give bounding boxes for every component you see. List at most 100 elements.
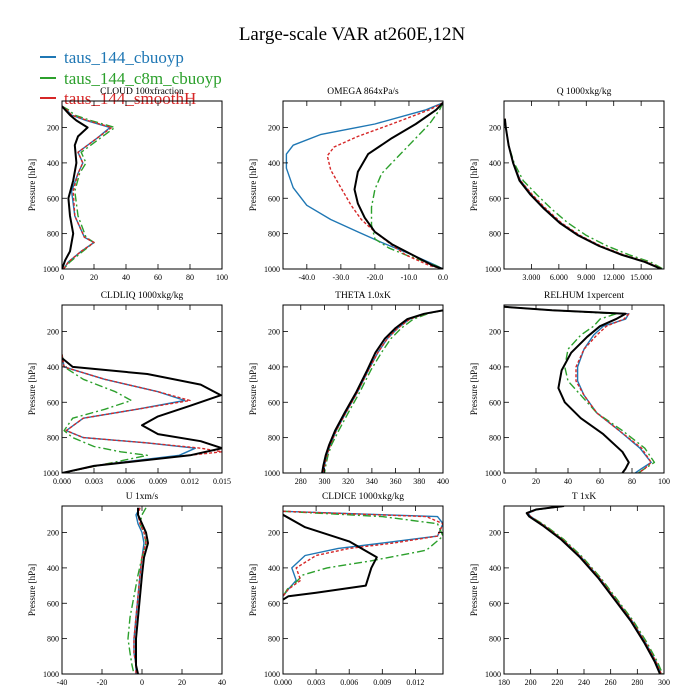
x-tick-label: -20 bbox=[97, 678, 108, 687]
y-tick-label: 600 bbox=[268, 398, 280, 407]
y-tick-label: 1000 bbox=[485, 469, 501, 478]
y-tick-label: 800 bbox=[47, 635, 59, 644]
y-tick-label: 800 bbox=[489, 230, 501, 239]
x-tick-label: 0.012 bbox=[181, 477, 199, 486]
y-axis-label: Pressure [hPa] bbox=[248, 564, 258, 616]
series-line-2 bbox=[62, 105, 116, 269]
y-tick-label: 400 bbox=[268, 159, 280, 168]
x-tick-label: 0.006 bbox=[340, 678, 358, 687]
panel-title: T 1xK bbox=[572, 492, 597, 502]
y-tick-label: 800 bbox=[268, 434, 280, 443]
panel-title: CLOUD 100xfraction bbox=[100, 86, 184, 97]
y-tick-label: 200 bbox=[489, 529, 501, 538]
x-tick-label: 80 bbox=[186, 273, 194, 282]
y-tick-label: 200 bbox=[268, 529, 280, 538]
series-line-2 bbox=[526, 506, 664, 674]
y-tick-label: 800 bbox=[268, 635, 280, 644]
x-tick-label: 340 bbox=[366, 477, 378, 486]
series-line-4 bbox=[504, 305, 630, 473]
y-tick-label: 400 bbox=[47, 363, 59, 372]
x-tick-label: 280 bbox=[295, 477, 307, 486]
x-tick-label: 0.003 bbox=[85, 477, 103, 486]
series-line-3 bbox=[326, 102, 443, 269]
panel-title: THETA 1.0xK bbox=[335, 291, 391, 301]
y-tick-label: 800 bbox=[47, 434, 59, 443]
x-tick-label: 0.003 bbox=[307, 678, 325, 687]
series-line-1 bbox=[504, 306, 652, 473]
panel-9: T 1xK 200 400 600 800 1000 Pressure [hPa] 180 20… bbox=[469, 492, 670, 687]
x-tick-label: 20 bbox=[90, 273, 98, 282]
x-tick-label: 0.009 bbox=[149, 477, 167, 486]
panel-title: CLDICE 1000xkg/kg bbox=[322, 492, 404, 502]
legend: taus_144_cbuoyp taus_144_c8m_cbuoyp taus… bbox=[40, 48, 222, 108]
x-tick-label: 240 bbox=[578, 678, 590, 687]
y-axis-label: Pressure [hPa] bbox=[248, 363, 258, 415]
series-line-2 bbox=[370, 102, 443, 269]
series-line-2 bbox=[62, 354, 149, 473]
series-line-4 bbox=[525, 506, 661, 674]
y-tick-label: 800 bbox=[47, 230, 59, 239]
panel-3: Q 1000xkg/kg 200 400 600 800 1000 Pressure [hP… bbox=[469, 87, 665, 282]
y-tick-label: 600 bbox=[489, 599, 501, 608]
x-tick-label: 100 bbox=[216, 273, 228, 282]
x-tick-label: 320 bbox=[342, 477, 354, 486]
series-line-1 bbox=[285, 102, 443, 269]
panel-grid: CLOUD 100xfraction 200 400 600 800 1000 Pressu… bbox=[27, 86, 670, 687]
y-tick-label: 400 bbox=[47, 564, 59, 573]
y-axis-label: Pressure [hPa] bbox=[248, 159, 258, 211]
x-tick-label: 0.000 bbox=[53, 477, 71, 486]
panel-6: RELHUM 1xpercent2004006008001000Pressure… bbox=[469, 291, 670, 486]
figure-title: Large-scale VAR at260E,12N bbox=[239, 24, 466, 45]
y-axis-label: Pressure [hPa] bbox=[469, 363, 479, 415]
x-tick-label: 380 bbox=[413, 477, 425, 486]
series-line-4 bbox=[353, 102, 443, 269]
y-tick-label: 1000 bbox=[485, 265, 501, 274]
x-tick-label: 9.000 bbox=[577, 273, 595, 282]
x-tick-label: -20.0 bbox=[367, 273, 384, 282]
series-line-2 bbox=[283, 510, 443, 597]
x-tick-label: 0.006 bbox=[117, 477, 135, 486]
plot-frame bbox=[503, 304, 665, 474]
panel-title: OMEGA 864xPa/s bbox=[327, 87, 399, 97]
plot-frame bbox=[282, 100, 444, 270]
y-tick-label: 600 bbox=[268, 599, 280, 608]
y-axis-label: Pressure [hPa] bbox=[27, 159, 37, 211]
y-tick-label: 1000 bbox=[264, 670, 280, 679]
x-tick-label: 12.000 bbox=[603, 273, 625, 282]
series-line-1 bbox=[283, 510, 443, 597]
y-tick-label: 1000 bbox=[43, 670, 59, 679]
y-tick-label: 800 bbox=[489, 434, 501, 443]
series-line-4 bbox=[135, 507, 149, 674]
panel-4: CLDLIQ 1000xkg/kg 200 400 600 800 1000 Pressur… bbox=[27, 291, 231, 486]
series-line-2 bbox=[504, 306, 656, 473]
plot-frame bbox=[61, 304, 223, 474]
y-tick-label: 200 bbox=[47, 124, 59, 133]
x-tick-label: 200 bbox=[525, 678, 537, 687]
series-line-3 bbox=[133, 507, 147, 674]
x-tick-label: 20 bbox=[178, 678, 186, 687]
x-tick-label: 400 bbox=[437, 477, 449, 486]
panel-title: Q 1000xkg/kg bbox=[557, 87, 612, 97]
panel-title: RELHUM 1xpercent bbox=[544, 291, 624, 301]
x-tick-label: 0.009 bbox=[373, 678, 391, 687]
panel-1: CLOUD 100xfraction2004006008001000Pressu… bbox=[27, 86, 228, 282]
x-tick-label: 40 bbox=[122, 273, 130, 282]
y-tick-label: 400 bbox=[489, 159, 501, 168]
x-tick-label: 80 bbox=[628, 477, 636, 486]
y-tick-label: 200 bbox=[268, 124, 280, 133]
y-tick-label: 600 bbox=[47, 599, 59, 608]
y-tick-label: 600 bbox=[489, 194, 501, 203]
y-tick-label: 600 bbox=[489, 398, 501, 407]
series-line-1 bbox=[322, 309, 443, 473]
series-line-2 bbox=[504, 118, 664, 269]
series-line-3 bbox=[283, 510, 443, 597]
y-tick-label: 200 bbox=[489, 328, 501, 337]
series-line-3 bbox=[527, 506, 662, 674]
x-tick-label: -30.0 bbox=[333, 273, 350, 282]
series-line-1 bbox=[504, 118, 663, 269]
series-line-4 bbox=[62, 105, 89, 269]
series-line-3 bbox=[504, 306, 652, 473]
series-line-1 bbox=[527, 506, 662, 674]
series-line-4 bbox=[321, 309, 443, 473]
legend-label-1: taus_144_cbuoyp bbox=[64, 48, 184, 67]
